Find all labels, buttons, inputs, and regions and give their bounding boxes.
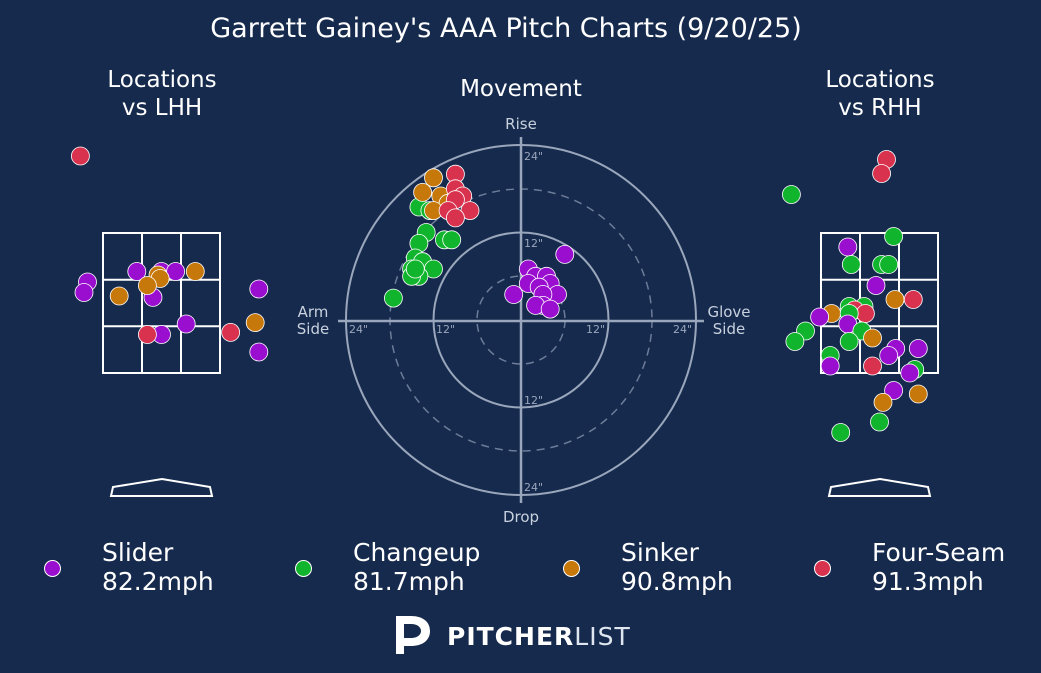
rhh-pitch-sinker-34	[873, 392, 893, 412]
movement-pitch-sinker-27	[424, 168, 443, 188]
rhh-location-panel: Locations vs RHH	[782, 67, 939, 497]
lhh-pitch-sinker-16	[245, 313, 265, 333]
rhh-pitch-sinker-22	[863, 328, 882, 348]
brand-light: LIST	[574, 622, 631, 651]
rhh-pitch-fourseam-14	[856, 304, 875, 323]
movement-pitch-sinker-28	[413, 182, 433, 202]
legend-marker-changeup	[295, 560, 312, 577]
movement-pitch-changeup-26	[405, 259, 425, 279]
lhh-location-panel: Locations vs LHH	[71, 67, 269, 497]
lhh-pitch-slider-10	[249, 342, 269, 362]
movement-axis-left-line1: Arm	[298, 303, 329, 321]
lhh-points	[71, 146, 269, 362]
rhh-pitch-changeup-35	[870, 412, 889, 432]
legend-text-sinker: Sinker 90.8mph	[621, 538, 733, 596]
legend-marker-sinker	[563, 560, 580, 577]
legend-text-slider: Slider 82.2mph	[102, 538, 214, 596]
brand-bold: PITCHER	[447, 622, 575, 651]
movement-panel: Movement Rise Drop Arm Side Glove Side 2…	[297, 76, 751, 526]
lhh-pitch-slider-3	[74, 283, 94, 302]
ring-label-top-24: 24"	[524, 150, 543, 163]
movement-title: Movement	[460, 76, 582, 102]
rhh-pitch-slider-25	[908, 339, 928, 358]
pitcherlist-logo-icon	[396, 616, 430, 654]
lhh-title-line1: Locations	[107, 67, 216, 93]
ring-label-right-24: 24"	[673, 323, 692, 336]
ring-label-bottom-12: 12"	[524, 394, 543, 407]
rhh-pitch-changeup-3	[884, 227, 903, 246]
movement-pitch-changeup-13	[383, 288, 403, 308]
legend-name-fourseam: Four-Seam	[872, 538, 1006, 567]
rhh-pitch-changeup-7	[841, 255, 861, 274]
lhh-pitch-slider-1	[127, 262, 147, 281]
legend-text-fourseam: Four-Seam 91.3mph	[872, 538, 1005, 596]
rhh-pitch-slider-31	[900, 363, 920, 383]
ring-label-top-12: 12"	[524, 237, 543, 250]
lhh-pitch-fourseam-18	[221, 322, 241, 342]
lhh-pitch-sinker-13	[185, 262, 205, 281]
rhh-pitch-slider-32	[884, 381, 903, 400]
movement-axis-right-line2: Side	[713, 320, 745, 338]
lhh-pitch-sinker-15	[109, 286, 129, 306]
movement-axis-right-line1: Glove	[707, 303, 750, 321]
rhh-pitch-changeup-36	[831, 423, 851, 442]
ring-label-right-12: 12"	[586, 323, 605, 336]
lhh-pitch-fourseam-0	[71, 146, 90, 166]
rhh-pitch-sinker-33	[908, 384, 928, 404]
rhh-pitch-slider-29	[820, 356, 840, 376]
legend-name-slider: Slider	[102, 538, 174, 567]
movement-axis-bottom: Drop	[503, 508, 539, 526]
lhh-home-plate	[109, 477, 214, 497]
rhh-pitch-fourseam-10	[903, 290, 923, 309]
rhh-pitch-changeup-2	[782, 185, 801, 204]
ring-label-bottom-24: 24"	[524, 481, 543, 494]
rhh-pitch-fourseam-1	[872, 164, 891, 183]
rhh-points	[782, 150, 928, 442]
movement-ring-labels: 24" 12" 12" 24" 24" 12" 12" 24"	[349, 150, 692, 494]
legend-velocity-changeup: 81.7mph	[353, 567, 465, 596]
rhh-pitch-slider-16	[810, 307, 829, 327]
legend-velocity-slider: 82.2mph	[102, 567, 214, 596]
rhh-home-plate	[827, 477, 932, 497]
legend-velocity-sinker: 90.8mph	[621, 567, 733, 596]
legend-velocity-fourseam: 91.3mph	[872, 567, 984, 596]
rhh-pitch-slider-26	[879, 346, 899, 365]
ring-label-left-12: 12"	[436, 323, 455, 336]
rhh-pitch-fourseam-30	[863, 356, 882, 376]
chart-title: Garrett Gainey's AAA Pitch Charts (9/20/…	[210, 13, 802, 44]
rhh-pitch-slider-4	[838, 237, 858, 257]
rhh-pitch-changeup-23	[839, 332, 859, 351]
lhh-pitch-sinker-14	[137, 276, 157, 295]
legend-text-changeup: Changeup 81.7mph	[353, 538, 480, 596]
legend-name-sinker: Sinker	[621, 538, 699, 567]
rhh-title-line1: Locations	[825, 67, 934, 93]
movement-pitch-changeup-18	[442, 230, 462, 250]
movement-pitch-slider-9	[504, 285, 524, 304]
movement-axis-top: Rise	[505, 115, 537, 133]
legend-name-changeup: Changeup	[353, 538, 481, 567]
rhh-pitch-changeup-20	[785, 332, 805, 351]
movement-pitch-slider-0	[555, 244, 575, 264]
lhh-title-line2: vs LHH	[122, 95, 202, 121]
rhh-title-line2: vs RHH	[838, 95, 921, 121]
rhh-pitch-changeup-6	[879, 255, 899, 274]
rhh-pitch-sinker-9	[885, 290, 905, 309]
movement-pitch-slider-12	[540, 299, 560, 319]
movement-pitch-fourseam-38	[445, 208, 465, 228]
ring-label-left-24: 24"	[349, 323, 368, 336]
rhh-pitch-slider-8	[866, 276, 886, 295]
legend-marker-slider	[44, 560, 61, 577]
movement-axis-left-line2: Side	[297, 320, 329, 338]
legend-marker-fourseam	[814, 560, 831, 577]
movement-points	[383, 164, 575, 319]
lhh-pitch-fourseam-17	[137, 325, 157, 344]
lhh-pitch-slider-8	[176, 314, 196, 334]
pitcherlist-wordmark: PITCHERLIST	[447, 622, 631, 651]
lhh-pitch-slider-6	[249, 279, 269, 299]
